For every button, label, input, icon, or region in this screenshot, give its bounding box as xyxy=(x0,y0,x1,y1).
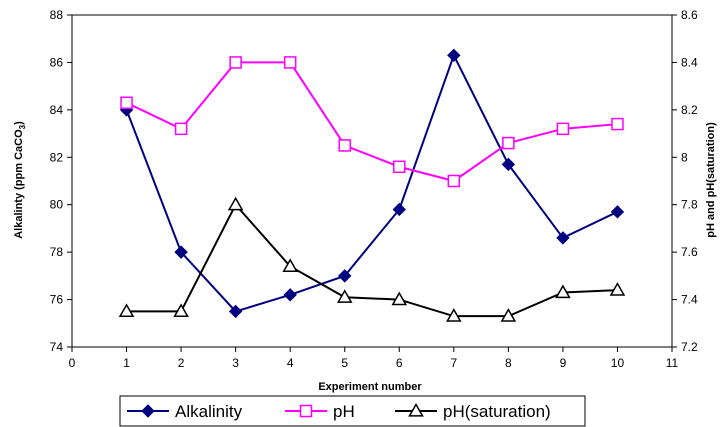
y-axis-title: Alkalinty (ppm CaCO3) xyxy=(13,121,27,239)
series-line xyxy=(125,52,618,313)
x-tick-label: 10 xyxy=(611,356,625,370)
y2-tick-label: 8.2 xyxy=(681,103,698,117)
data-point xyxy=(611,117,624,131)
data-point xyxy=(502,136,515,150)
plot-area xyxy=(71,14,673,348)
legend-marker xyxy=(408,402,424,417)
legend-label: Alkalinity xyxy=(175,402,243,421)
x-tick-label: 0 xyxy=(69,356,76,370)
y-tick-label: 78 xyxy=(50,245,64,259)
data-point xyxy=(447,48,461,63)
y2-tick-label: 7.2 xyxy=(681,340,698,354)
x-axis-ticks: 0 1 2 3 4 5 6 7 8 9 10 11 xyxy=(69,347,679,370)
x-axis-title: Experiment number xyxy=(318,381,422,393)
y-tick-label: 88 xyxy=(50,8,64,22)
y-tick-label: 84 xyxy=(50,103,64,117)
y2-tick-label: 8.4 xyxy=(681,55,698,69)
y2-axis-ticks: 7.2 7.4 7.6 7.8 8 8.2 8.4 8.6 xyxy=(672,8,698,354)
data-point xyxy=(447,174,461,188)
legend-item: pH(saturation) xyxy=(395,402,551,421)
legend-item: pH xyxy=(285,402,355,421)
series-alkalinity xyxy=(119,48,625,319)
y2-tick-label: 8.6 xyxy=(681,8,698,22)
data-point xyxy=(555,284,571,299)
y-tick-label: 74 xyxy=(50,340,64,354)
x-tick-label: 6 xyxy=(396,356,403,370)
data-point xyxy=(120,96,133,109)
series-line xyxy=(126,202,618,318)
data-point xyxy=(391,291,408,306)
data-point xyxy=(556,231,570,245)
x-tick-label: 5 xyxy=(341,356,348,370)
data-point xyxy=(118,303,135,318)
y-axis-title-subscript: 3 xyxy=(18,124,27,129)
y-tick-label: 80 xyxy=(50,198,64,212)
y2-tick-label: 7.6 xyxy=(681,245,698,259)
y2-tick-label: 8 xyxy=(681,150,688,164)
x-tick-label: 1 xyxy=(123,356,130,370)
y2-tick-label: 7.8 xyxy=(681,198,698,212)
data-point xyxy=(446,308,462,322)
legend-marker xyxy=(299,404,313,418)
x-tick-label: 9 xyxy=(560,356,567,370)
legend-item: Alkalinity xyxy=(127,402,243,421)
data-point xyxy=(228,304,243,319)
y-axis-title-close: ) xyxy=(13,121,25,125)
data-point xyxy=(610,205,625,219)
data-point xyxy=(174,245,188,259)
data-point xyxy=(501,157,516,172)
series-ph-saturation xyxy=(118,196,626,322)
data-point xyxy=(392,202,406,217)
data-point xyxy=(338,269,352,283)
x-tick-label: 2 xyxy=(178,356,185,370)
y2-axis-title: pH and pH(saturation) xyxy=(705,122,717,238)
y-axis-ticks: 74 76 78 80 82 84 86 88 xyxy=(50,8,72,354)
legend-box xyxy=(119,395,586,427)
data-point xyxy=(609,282,626,296)
series-layer xyxy=(118,48,626,322)
data-point xyxy=(500,308,517,322)
y-tick-label: 76 xyxy=(50,293,64,307)
x-tick-label: 3 xyxy=(232,356,239,370)
x-tick-label: 4 xyxy=(287,356,294,370)
data-point xyxy=(282,258,298,272)
data-point xyxy=(393,160,406,174)
y2-tick-label: 7.4 xyxy=(681,293,698,307)
data-point xyxy=(283,56,297,69)
x-tick-label: 7 xyxy=(450,356,457,370)
y-tick-label: 82 xyxy=(50,150,64,164)
data-point xyxy=(173,303,189,318)
data-point xyxy=(556,122,570,136)
legend: Alkalinity pH pH(saturation) xyxy=(119,395,586,427)
legend-label: pH xyxy=(333,402,355,421)
legend-marker xyxy=(141,404,155,418)
y-tick-label: 86 xyxy=(50,55,64,69)
series-line xyxy=(126,61,618,183)
series-ph xyxy=(120,56,624,188)
data-point xyxy=(336,289,353,303)
data-point xyxy=(283,288,297,302)
data-point xyxy=(338,139,351,152)
x-tick-label: 8 xyxy=(505,356,512,370)
data-point xyxy=(174,122,188,136)
data-point xyxy=(229,56,242,69)
data-point xyxy=(227,196,244,211)
x-tick-label: 11 xyxy=(666,356,679,370)
legend-label: pH(saturation) xyxy=(443,402,551,421)
